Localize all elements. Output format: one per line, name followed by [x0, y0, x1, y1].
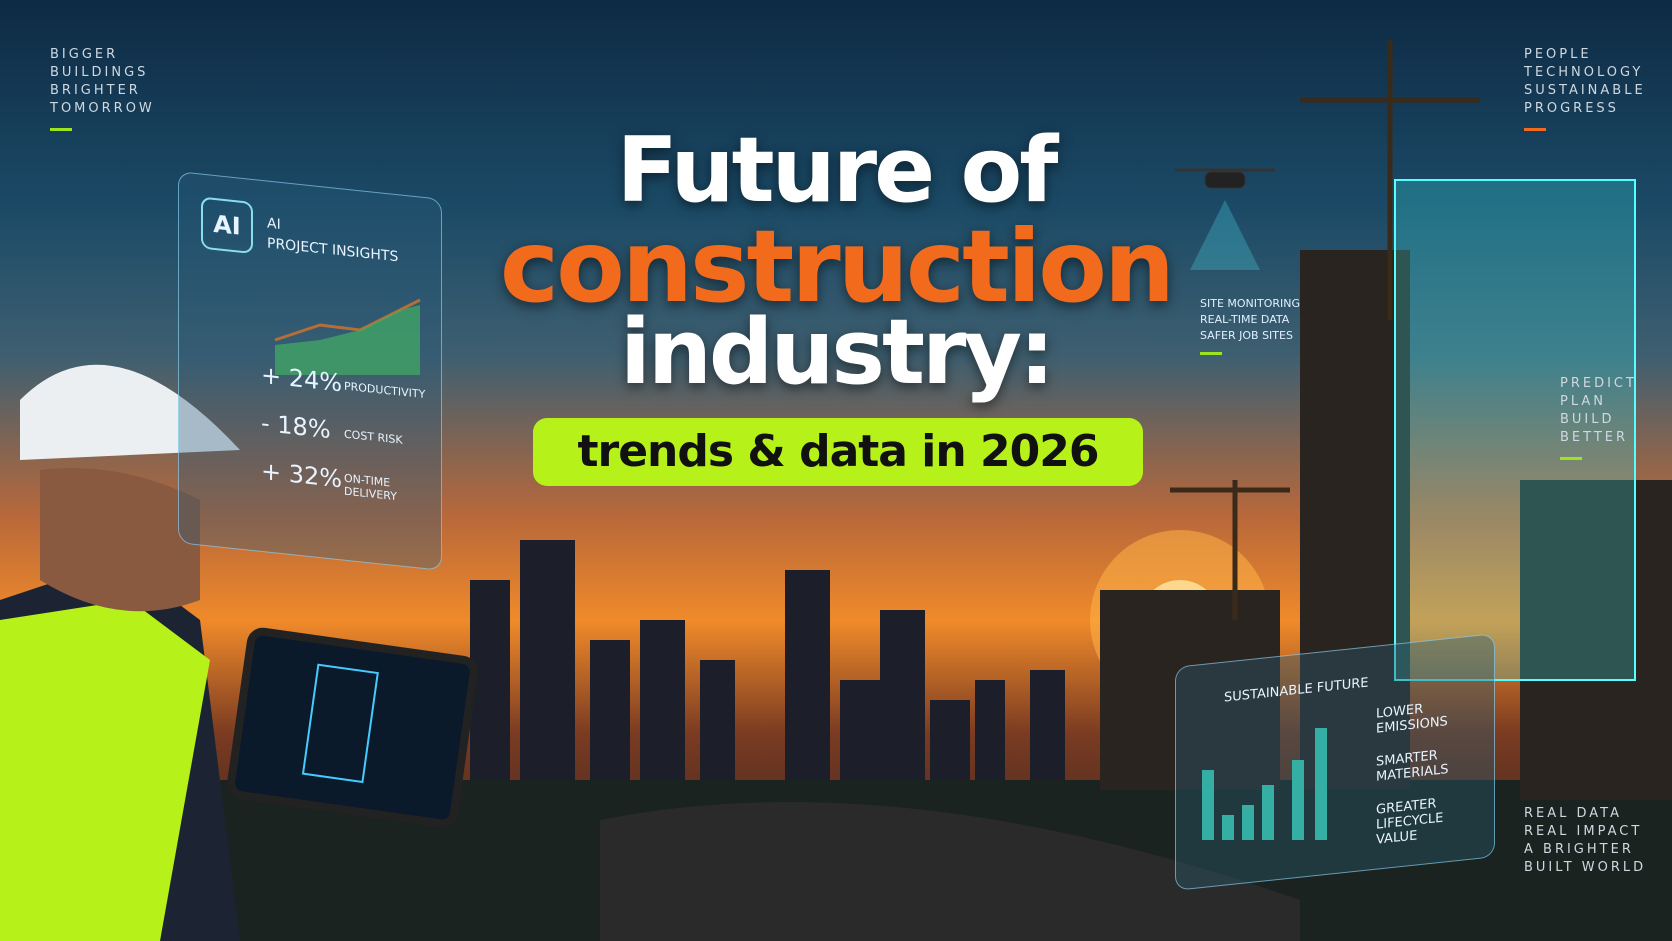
corner-bottom-right: REAL DATA REAL IMPACT A BRIGHTER BUILT W…: [1524, 805, 1646, 877]
corner-line: BETTER: [1560, 430, 1629, 445]
accent-bar: [50, 128, 72, 131]
headline-subtitle: trends & data in 2026: [533, 418, 1143, 486]
metric-label: ON-TIME DELIVERY: [344, 471, 397, 504]
corner-top-left: BIGGER BUILDINGS BRIGHTER TOMORROW: [50, 46, 155, 131]
panel-item: GREATER LIFECYCLE VALUE: [1376, 796, 1444, 848]
corner-line: SUSTAINABLE: [1524, 83, 1646, 98]
metric-value: - 18%: [261, 408, 331, 445]
headline-line: Future of: [616, 118, 1059, 223]
drone-panel: SITE MONITORING REAL-TIME DATA SAFER JOB…: [1200, 296, 1300, 355]
accent-bar: [1524, 128, 1546, 131]
corner-line: PREDICT: [1560, 376, 1637, 391]
headline-line: construction: [499, 208, 1175, 325]
panel-line: REAL-TIME DATA: [1200, 313, 1290, 326]
panel-item: LOWER EMISSIONS: [1376, 701, 1448, 737]
accent-bar: [1560, 457, 1582, 460]
corner-line: TECHNOLOGY: [1524, 65, 1644, 80]
panel-title: PROJECT INSIGHTS: [267, 235, 399, 266]
corner-line: A BRIGHTER: [1524, 842, 1634, 857]
corner-line: TOMORROW: [50, 101, 155, 116]
corner-line: BUILDINGS: [50, 65, 149, 80]
panel-title: SUSTAINABLE FUTURE: [1224, 675, 1369, 706]
corner-line: BRIGHTER: [50, 83, 141, 98]
corner-top-right: PEOPLE TECHNOLOGY SUSTAINABLE PROGRESS: [1524, 46, 1646, 131]
sustainable-panel: SUSTAINABLE FUTURE LOWER EMISSIONS SMART…: [1175, 633, 1495, 891]
corner-line: PROGRESS: [1524, 101, 1619, 116]
corner-line: REAL IMPACT: [1524, 824, 1643, 839]
headline-line: industry:: [619, 300, 1055, 405]
corner-line: BIGGER: [50, 47, 119, 62]
panel-item: SMARTER MATERIALS: [1376, 748, 1449, 785]
right-middle: PREDICT PLAN BUILD BETTER: [1560, 375, 1637, 460]
metric-value: + 32%: [261, 456, 343, 494]
corner-line: BUILD: [1560, 412, 1615, 427]
corner-line: REAL DATA: [1524, 806, 1623, 821]
metric-value: + 24%: [261, 360, 343, 398]
panel-title: AI: [267, 215, 281, 233]
panel-line: SAFER JOB SITES: [1200, 329, 1293, 342]
ai-panel: AI AI PROJECT INSIGHTS + 24% PRODUCTIVIT…: [178, 171, 442, 571]
corner-line: BUILT WORLD: [1524, 860, 1647, 875]
metric-label: PRODUCTIVITY: [344, 379, 426, 402]
panel-line: SITE MONITORING: [1200, 297, 1301, 310]
corner-line: PEOPLE: [1524, 47, 1592, 62]
accent-bar: [1200, 352, 1222, 355]
corner-line: PLAN: [1560, 394, 1606, 409]
ai-badge: AI: [201, 196, 253, 255]
metric-label: COST RISK: [344, 427, 403, 447]
